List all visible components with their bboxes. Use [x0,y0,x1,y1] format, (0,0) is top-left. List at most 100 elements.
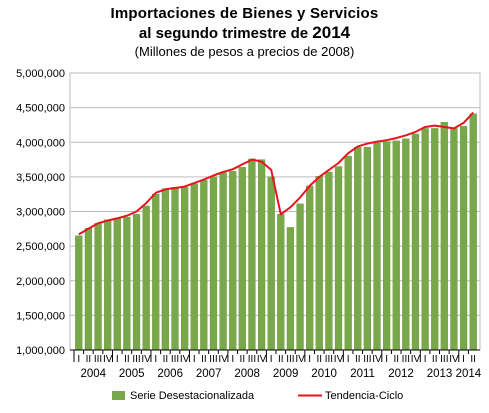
bar [344,155,352,351]
y-tick-label: 4,000,000 [16,137,65,149]
x-quarter-label: III [209,354,217,365]
y-tick-label: 3,000,000 [16,207,65,219]
chart-title-line2: al segundo trimestre de 2014 [0,23,489,43]
x-quarter-label: IV [334,354,344,365]
x-quarter-label: III [402,354,410,365]
x-quarter-label: III [94,354,102,365]
bar [306,185,314,351]
bar-layer [75,113,477,351]
x-quarter-label: I [347,354,350,365]
bar [181,187,189,351]
bar [161,188,169,351]
bar [373,142,381,351]
bar [171,187,179,351]
x-quarter-label: I [308,354,311,365]
bar [450,128,458,351]
bar [238,167,246,351]
x-quarter-label: II [393,354,399,365]
x-quarter-label: III [363,354,371,365]
x-quarter-label: III [171,354,179,365]
bar [200,180,208,351]
bar [229,171,237,351]
y-tick-label: 1,500,000 [16,310,65,322]
bar [277,214,285,351]
y-tick-label: 2,000,000 [16,276,65,288]
bar [94,223,102,351]
x-quarter-label: IV [449,354,459,365]
x-quarter-label: I [424,354,427,365]
x-year-label: 2014 [456,368,482,380]
bar [325,171,333,351]
x-quarter-label: IV [295,354,305,365]
bar [363,146,371,351]
y-tick-label: 2,500,000 [16,241,65,253]
bar [440,122,448,351]
legend-label-bar: Serie Desestacionalizada [130,390,255,402]
x-quarter-label: IV [257,354,267,365]
y-tick-label: 5,000,000 [16,68,65,80]
x-year-label: 2012 [388,368,414,380]
bar [209,176,218,351]
bar [75,235,83,351]
x-year-label: 2009 [273,368,299,380]
x-year-label: 2010 [311,368,337,380]
legend: Serie Desestacionalizada Tendencia-Ciclo [112,390,403,402]
x-quarter-label: I [231,354,234,365]
x-year-label: 2006 [157,368,183,380]
axis-layer: 1,000,000 1,500,000 2,000,000 2,500,000 3,00… [16,68,482,380]
x-year-label: 2013 [427,368,453,380]
chart-title-line2-text: al segundo trimestre de [138,25,309,42]
y-tick-label: 3,500,000 [16,172,65,184]
x-quarter-label: I [270,354,273,365]
bar [190,183,198,351]
bar [402,138,410,351]
x-quarter-label: II [124,354,130,365]
x-year-label: 2007 [196,368,222,380]
x-quarter-label: I [77,354,80,365]
x-quarter-label: I [462,354,465,365]
x-quarter-label: IV [372,354,382,365]
bar [142,205,150,351]
x-quarter-label: IV [218,354,228,365]
bar [267,176,275,351]
bar [152,194,160,351]
chart-title-year: 2014 [312,23,351,42]
x-year-label: 2008 [234,368,260,380]
x-quarter-label: IV [180,354,190,365]
bar [296,203,304,351]
x-quarter-label: II [86,354,92,365]
y-tick-label: 4,500,000 [16,103,65,115]
x-quarter-label: II [432,354,438,365]
x-quarter-label: II [201,354,207,365]
bar [113,218,121,351]
line-layer [78,111,474,236]
x-year-label: 2005 [119,368,145,380]
legend-swatch-bar [112,391,125,400]
bar [392,140,400,351]
x-quarter-label: II [278,354,284,365]
bar [257,159,266,351]
bar [354,146,362,351]
x-quarter-label: I [385,354,388,365]
bar [315,176,323,351]
y-tick-label: 1,000,000 [16,345,65,357]
x-quarter-label: III [248,354,256,365]
bar [383,141,391,351]
chart-title-block: Importaciones de Bienes y Servicios al s… [0,4,489,60]
x-quarter-label: II [240,354,246,365]
x-quarter-label: II [163,354,169,365]
x-year-label: 2011 [350,368,375,380]
bar [431,128,439,351]
bar [469,113,477,351]
bar [334,166,343,351]
x-quarter-label: I [193,354,196,365]
x-quarter-label: IV [411,354,421,365]
x-quarter-label: II [355,354,361,365]
x-quarter-label: II [317,354,323,365]
x-quarter-label: III [325,354,333,365]
bar [459,126,468,351]
chart-title: Importaciones de Bienes y Servicios [110,5,379,22]
x-quarter-label: IV [141,354,151,365]
x-quarter-label: IV [103,354,113,365]
